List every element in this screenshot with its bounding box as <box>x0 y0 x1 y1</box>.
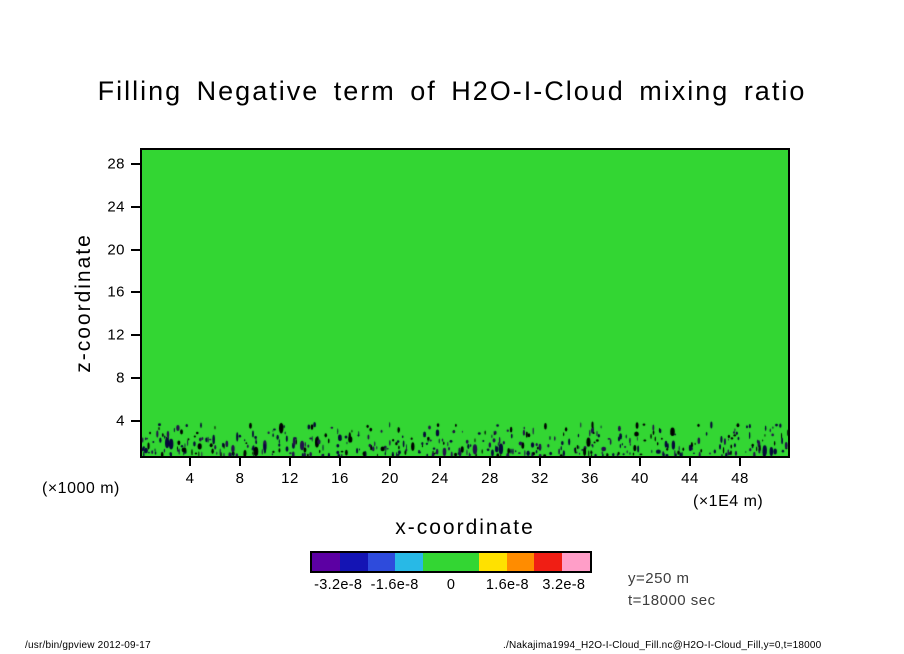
x-axis-tick <box>589 458 591 466</box>
y-tick-label: 28 <box>107 155 125 173</box>
x-tick-label: 40 <box>631 470 649 487</box>
colorbar-tick-label: -3.2e-8 <box>314 577 363 593</box>
footer-command: /usr/bin/gpview 2012-09-17 <box>25 640 151 651</box>
annotation-y-level: y=250 m <box>628 570 690 587</box>
y-axis-tick <box>131 334 140 337</box>
y-axis-tick <box>131 291 140 294</box>
y-tick-label: 12 <box>107 326 125 344</box>
x-axis-tick <box>189 458 191 466</box>
annotation-time: t=18000 sec <box>628 592 716 609</box>
x-axis-tick <box>239 458 241 466</box>
y-tick-label: 24 <box>107 198 125 216</box>
x-tick-label: 36 <box>581 470 599 487</box>
x-axis-tick <box>739 458 741 466</box>
colorbar-tick-label: -1.6e-8 <box>370 577 419 593</box>
colorbar-cell <box>395 553 424 571</box>
colorbar-cell <box>562 553 590 571</box>
colorbar-cell <box>339 553 368 571</box>
colorbar-tick-label: 0 <box>446 577 456 593</box>
y-axis-tick <box>131 205 140 208</box>
speckle-field-canvas <box>142 150 788 456</box>
x-axis-tick <box>439 458 441 466</box>
colorbar-cell <box>478 553 507 571</box>
x-axis-tick <box>639 458 641 466</box>
x-axis-tick <box>389 458 391 466</box>
y-axis-label: z-coordinate <box>72 233 95 373</box>
y-axis-tick <box>131 376 140 379</box>
x-tick-label: 48 <box>731 470 749 487</box>
x-axis-tick <box>539 458 541 466</box>
x-axis-tick <box>289 458 291 466</box>
x-tick-label: 20 <box>381 470 399 487</box>
x-axis-tick <box>689 458 691 466</box>
x-tick-label: 32 <box>531 470 549 487</box>
colorbar-tick-label: 3.2e-8 <box>542 577 586 593</box>
x-tick-label: 12 <box>281 470 299 487</box>
y-tick-label: 8 <box>116 369 125 387</box>
x-tick-label: 8 <box>235 470 245 487</box>
footer-file: ./Nakajima1994_H2O-I-Cloud_Fill.nc@H2O-I… <box>503 640 822 651</box>
x-tick-label: 28 <box>481 470 499 487</box>
y-tick-label: 4 <box>116 412 125 430</box>
x-tick-label: 16 <box>331 470 349 487</box>
x-tick-label: 24 <box>431 470 449 487</box>
x-axis-unit-label: (×1E4 m) <box>693 493 764 510</box>
colorbar-cell <box>312 553 340 571</box>
y-axis-tick <box>131 248 140 251</box>
x-axis-tick <box>339 458 341 466</box>
y-tick-label: 20 <box>107 241 125 259</box>
y-axis-unit-label: (×1000 m) <box>42 480 120 497</box>
colorbar-cell <box>423 553 451 571</box>
x-tick-label: 4 <box>185 470 195 487</box>
colorbar <box>310 551 592 573</box>
colorbar-cell <box>367 553 396 571</box>
colorbar-tick-label: 1.6e-8 <box>485 577 529 593</box>
x-axis-tick <box>489 458 491 466</box>
y-tick-label: 16 <box>107 283 125 301</box>
x-axis-label: x-coordinate <box>395 516 535 539</box>
y-axis-tick <box>131 163 140 166</box>
plot-area <box>140 148 790 458</box>
colorbar-cell <box>506 553 535 571</box>
colorbar-cell <box>534 553 563 571</box>
colorbar-cell <box>450 553 479 571</box>
y-axis-tick <box>131 419 140 422</box>
x-tick-label: 44 <box>681 470 699 487</box>
chart-title: Filling Negative term of H2O-I-Cloud mix… <box>97 76 807 106</box>
